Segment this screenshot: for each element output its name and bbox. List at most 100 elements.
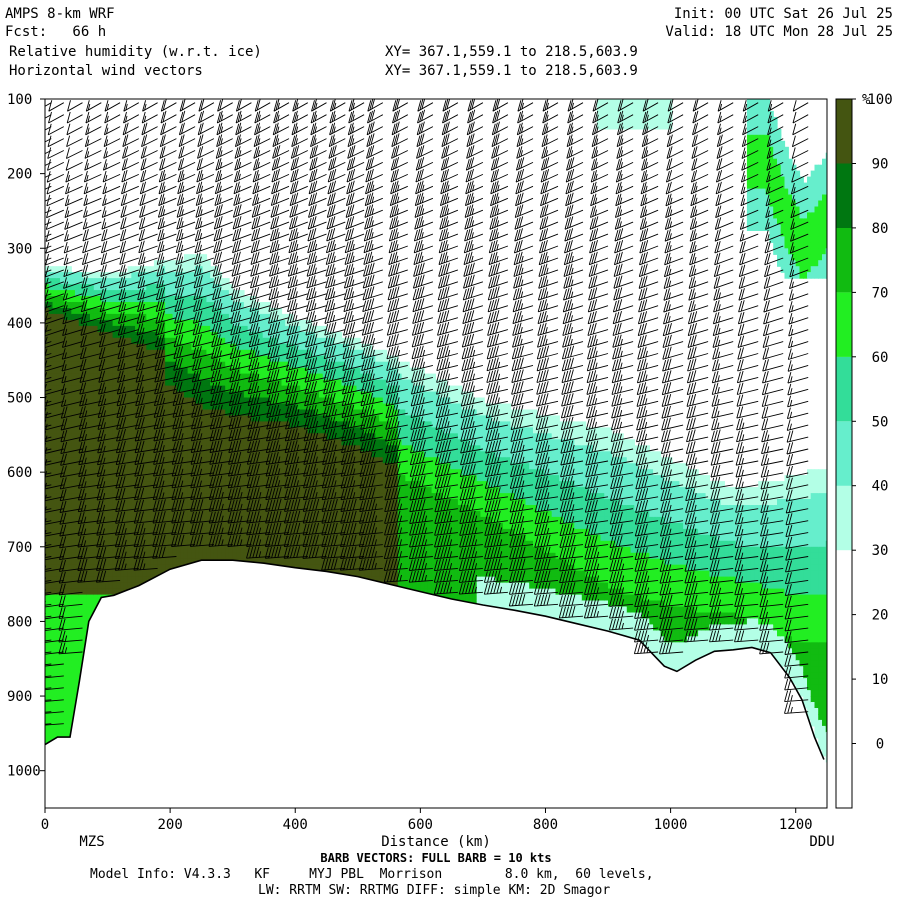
rh-cell (123, 313, 129, 321)
rh-cell (56, 714, 61, 721)
rh-cell (105, 558, 110, 566)
rh-cell (135, 278, 140, 285)
rh-cell (206, 552, 211, 560)
rh-cell (48, 373, 54, 381)
rh-cell (180, 361, 185, 369)
rh-cell (180, 337, 185, 345)
rh-cell (195, 445, 200, 452)
rh-cell (206, 397, 211, 405)
rh-cell (266, 313, 271, 321)
rh-cell (71, 534, 76, 542)
rh-cell (225, 373, 230, 381)
rh-cell (176, 397, 181, 405)
rh-cell (48, 690, 54, 697)
rh-cell (90, 439, 95, 446)
rh-cell (82, 612, 87, 620)
rh-cell (232, 451, 238, 458)
rh-cell (86, 594, 91, 602)
rh-cell (120, 433, 125, 440)
rh-cell (90, 331, 95, 339)
rh-cell (266, 534, 271, 542)
rh-cell (176, 319, 181, 327)
rh-cell (71, 451, 76, 458)
rh-cell (90, 564, 95, 572)
rh-cell (187, 284, 192, 291)
rh-cell (105, 361, 110, 369)
rh-cell (319, 343, 324, 351)
rh-cell (180, 325, 185, 333)
rh-cell (213, 463, 219, 470)
rh-cell (82, 391, 87, 399)
rh-cell (123, 540, 129, 548)
rh-cell (75, 284, 80, 291)
model-title: AMPS 8-km WRF (5, 6, 115, 22)
rh-cell (108, 349, 114, 357)
rh-cell (71, 648, 76, 655)
rh-cell (153, 570, 159, 578)
rh-cell (210, 379, 215, 387)
rh-cell (274, 463, 279, 470)
rh-cell (123, 361, 129, 369)
rh-cell (243, 439, 249, 446)
rh-cell (247, 528, 253, 536)
rh-cell (63, 672, 69, 679)
rh-cell (63, 379, 69, 387)
rh-cell (112, 457, 117, 464)
rh-cell (112, 493, 117, 500)
rh-cell (255, 308, 260, 315)
rh-cell (240, 308, 245, 315)
rh-cell (90, 558, 95, 566)
rh-cell (71, 582, 76, 590)
rh-cell (247, 302, 253, 309)
rh-cell (202, 302, 208, 309)
rh-cell (63, 409, 69, 417)
rh-cell (45, 690, 50, 697)
rh-cell (356, 355, 361, 363)
rh-cell (105, 337, 110, 345)
rh-cell (247, 433, 253, 440)
rh-cell (240, 290, 245, 297)
rh-cell (191, 367, 196, 375)
rh-cell (135, 266, 140, 273)
rh-cell (97, 570, 102, 578)
rh-cell (191, 272, 196, 279)
rh-cell (183, 325, 189, 333)
rh-cell (165, 391, 170, 399)
rh-cell (105, 343, 110, 351)
rh-cell (259, 505, 264, 512)
rh-cell (108, 564, 114, 572)
rh-cell (405, 403, 410, 411)
rh-cell (60, 272, 65, 279)
rh-cell (319, 385, 324, 393)
rh-cell (183, 319, 189, 327)
rh-cell (221, 284, 226, 291)
rh-cell (75, 451, 80, 458)
rh-cell (221, 385, 226, 393)
rh-cell (191, 278, 196, 285)
rh-cell (146, 564, 151, 572)
rh-cell (120, 421, 125, 428)
rh-cell (67, 618, 72, 625)
rh-cell (75, 296, 80, 303)
rh-cell (131, 337, 136, 345)
rh-cell (405, 391, 410, 399)
rh-cell (195, 499, 200, 506)
rh-cell (240, 534, 245, 542)
rh-cell (86, 457, 91, 464)
rh-cell (82, 522, 87, 530)
rh-cell (405, 409, 410, 417)
rh-cell (259, 302, 264, 309)
rh-cell (48, 654, 54, 661)
rh-cell (300, 343, 305, 351)
rh-cell (112, 564, 117, 572)
rh-cell (93, 540, 99, 548)
rh-cell (142, 361, 147, 369)
rh-cell (52, 666, 57, 673)
rh-cell (165, 505, 170, 512)
rh-cell (206, 385, 211, 393)
rh-cell (71, 290, 76, 297)
rh-cell (112, 433, 117, 440)
rh-cell (63, 570, 69, 578)
rh-cell (90, 355, 95, 363)
rh-cell (131, 290, 136, 297)
